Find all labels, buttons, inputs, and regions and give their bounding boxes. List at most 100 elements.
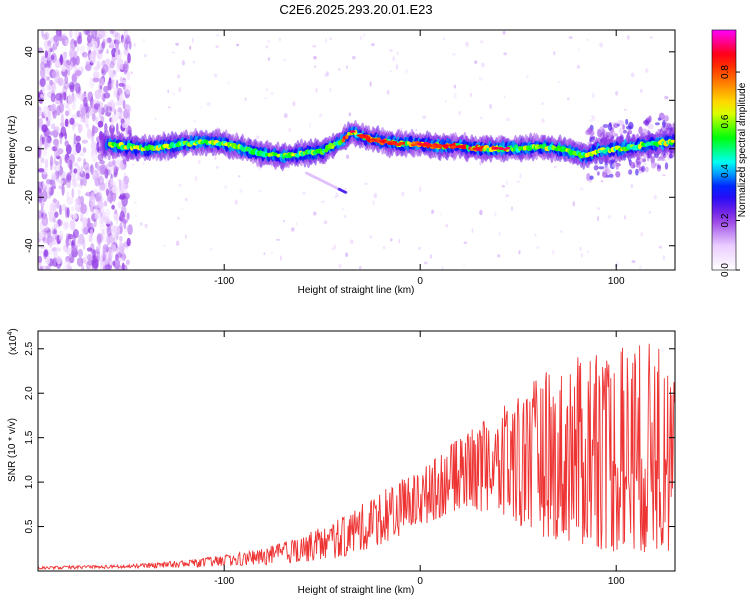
spectrogram-faint-dot xyxy=(258,189,262,193)
spectrogram-noise-blob xyxy=(104,38,109,45)
spectrogram-faint-dot xyxy=(309,122,311,128)
spectrogram-noise-blob xyxy=(56,105,61,116)
spectrogram-noise-blob xyxy=(642,128,648,135)
spectrogram-noise-blob xyxy=(119,76,123,83)
spectrogram-faint-dot xyxy=(592,92,595,99)
spectrogram-faint-dot xyxy=(396,64,398,70)
spectrogram-faint-dot xyxy=(534,233,537,237)
side-branch-blob xyxy=(344,191,348,194)
spectrogram-noise-blob xyxy=(615,165,619,170)
ridge-peak xyxy=(444,145,449,149)
spectrogram-faint-dot xyxy=(429,254,432,259)
spectrogram-faint-dot xyxy=(363,33,365,38)
spectrogram-faint-dot xyxy=(326,71,329,77)
spectrogram-faint-dot xyxy=(290,227,295,232)
spectrogram-noise-blob xyxy=(659,156,665,162)
spectrogram-faint-dot xyxy=(139,222,143,226)
spectrogram-noise-blob xyxy=(61,65,66,72)
spectrogram-noise-blob xyxy=(54,60,61,68)
snr-multiplier-close: ) xyxy=(8,328,19,331)
spectrogram-faint-dot xyxy=(589,119,593,123)
spectrogram-noise-blob xyxy=(69,43,76,50)
spectrogram-faint-dot xyxy=(576,64,581,69)
spectrogram-noise-blob xyxy=(43,250,49,258)
spectrogram-noise-blob xyxy=(662,119,666,128)
spectrogram-noise-blob xyxy=(45,82,50,91)
spectrogram-noise-blob xyxy=(83,91,87,97)
spectrogram-noise-blob xyxy=(104,168,109,179)
spectrogram-noise-blob xyxy=(111,186,118,194)
spectrogram-faint-dot xyxy=(266,40,271,43)
spectrogram-noise-blob xyxy=(46,229,52,237)
spectrogram-noise-blob xyxy=(122,228,127,236)
spectrogram-noise-blob xyxy=(94,89,102,100)
spectrogram-faint-dot xyxy=(270,91,274,96)
spectrogram-noise-blob xyxy=(67,174,72,181)
spectrogram-faint-dot xyxy=(227,80,230,85)
spectrogram-faint-dot xyxy=(453,93,457,99)
spectrogram-faint-dot xyxy=(422,115,427,119)
spectrogram-faint-dot xyxy=(479,160,482,166)
spectrogram-noise-blob xyxy=(40,202,45,208)
spectrogram-noise-blob xyxy=(75,142,82,154)
spectrogram-faint-dot xyxy=(519,173,522,179)
spectrogram-faint-dot xyxy=(653,194,657,200)
spectrogram-faint-dot xyxy=(224,185,228,189)
spectrogram-noise-blob xyxy=(42,147,48,157)
spectrogram-faint-dot xyxy=(597,216,599,222)
spectrogram-noise-blob xyxy=(72,177,77,188)
spectrogram-noise-blob xyxy=(71,206,75,212)
spectrogram-noise-blob xyxy=(71,102,77,110)
spectrogram-faint-dot xyxy=(474,60,478,64)
spectrogram-noise-blob xyxy=(66,178,72,189)
spectrogram-noise-blob xyxy=(69,84,75,93)
ridge-peak xyxy=(426,144,432,148)
spectrogram-noise-blob xyxy=(103,85,109,93)
spectrogram-noise-blob xyxy=(83,158,86,166)
spectrogram-noise-blob xyxy=(49,210,55,218)
snr-x-ticks: -100 0 100 xyxy=(214,331,625,587)
spectrogram-faint-dot xyxy=(346,154,350,159)
spectrogram-noise-blob xyxy=(73,162,79,167)
spectrogram-faint-dot xyxy=(398,238,401,244)
spectrogram-faint-dot xyxy=(554,165,557,169)
spectrogram-noise-blob xyxy=(637,161,642,166)
spectrogram-noise-blob xyxy=(54,211,59,218)
spectrogram-noise-blob xyxy=(100,164,107,175)
spectrogram-noise-blob xyxy=(96,232,104,243)
spectrogram-noise-blob xyxy=(44,139,47,151)
spectrogram-noise-blob xyxy=(54,165,58,173)
spectrogram-y-label: Frequency (Hz) xyxy=(7,116,18,185)
spectrogram-noise-blob xyxy=(91,124,96,137)
spectrogram-faint-dot xyxy=(329,37,333,41)
spectrogram-noise-blob xyxy=(45,116,49,121)
spectrogram-faint-dot xyxy=(345,252,348,258)
spectrogram-noise-blob xyxy=(115,253,119,261)
spectrogram-noise-blob xyxy=(47,235,54,243)
spectrogram-faint-dot xyxy=(334,195,337,199)
spectrogram-noise-blob xyxy=(38,105,42,117)
spectrogram-noise-blob xyxy=(58,184,63,190)
spectrogram-noise-blob xyxy=(98,30,106,39)
spectrogram-noise-blob xyxy=(50,182,57,189)
spectrogram-y-ticks: -40 -20 0 20 40 xyxy=(24,46,675,253)
spectrogram-noise-blob xyxy=(46,68,49,76)
spectrogram-noise-blob xyxy=(635,168,639,176)
spectrogram-noise-blob xyxy=(95,245,99,255)
spectrogram-noise-blob xyxy=(38,262,41,269)
spectrogram-noise-blob xyxy=(96,248,101,255)
ridge-peak xyxy=(472,147,476,151)
spectrogram-noise-blob xyxy=(66,191,70,201)
spectrogram-faint-dot xyxy=(389,70,392,73)
spectrogram-noise-blob xyxy=(38,124,42,131)
spectrogram-noise-blob xyxy=(122,252,126,262)
spectrogram-faint-dot xyxy=(192,60,196,64)
spectrogram-noise-blob xyxy=(608,131,613,138)
spectrogram-faint-dot xyxy=(215,45,219,49)
spectrogram-noise-blob xyxy=(69,219,76,231)
snr-panel: -100 0 100 0.5 1.0 1.5 2.0 2.5 Height of strai… xyxy=(7,328,676,596)
spectrogram-noise-blob xyxy=(121,179,126,189)
spectrogram-noise-blob xyxy=(109,30,115,35)
spectrogram-noise-blob xyxy=(53,35,59,43)
spectrogram-noise-blob xyxy=(118,179,122,191)
